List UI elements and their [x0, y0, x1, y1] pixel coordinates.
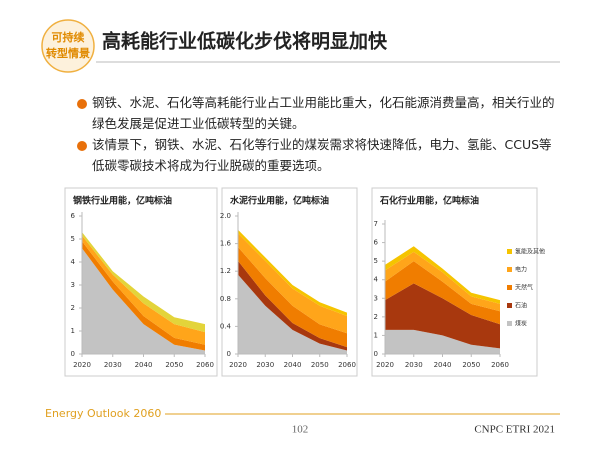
y-tick-label: 2.0: [220, 212, 231, 220]
y-tick-label: 3: [374, 294, 378, 302]
x-tick-label: 2050: [462, 361, 480, 369]
x-tick-label: 2020: [229, 361, 247, 369]
logo-text: 转型情景: [46, 46, 90, 60]
x-tick-label: 2020: [376, 361, 394, 369]
y-tick-label: 1: [374, 331, 378, 339]
bullet-text: 该情景下，钢铁、水泥、石化等行业的煤炭需求将快速降低，电力、氢能、CCUS等低碳…: [92, 137, 552, 173]
legend-swatch: [507, 249, 512, 254]
area: [238, 247, 347, 348]
page-number: 102: [292, 424, 309, 436]
area: [385, 246, 500, 304]
y-tick-label: 1.2: [220, 267, 231, 275]
y-tick-label: 6: [71, 212, 76, 220]
area: [238, 233, 347, 334]
y-tick-label: 1.6: [220, 240, 232, 248]
area: [238, 274, 347, 354]
legend-label: 氢能及其他: [515, 248, 545, 256]
x-tick-label: 2040: [284, 361, 302, 369]
legend-label: 石油: [515, 302, 527, 310]
y-tick-label: 0: [227, 350, 231, 358]
x-tick-label: 2040: [434, 361, 452, 369]
logo: [41, 19, 95, 73]
y-tick-label: 3: [71, 281, 75, 289]
chart-title: 石化行业用能，亿吨标油: [379, 195, 479, 207]
x-tick-label: 2020: [73, 361, 91, 369]
x-tick-label: 2030: [256, 361, 274, 369]
y-tick-label: 0.8: [220, 295, 231, 303]
area: [385, 283, 500, 349]
y-tick-label: 5: [71, 235, 75, 243]
y-tick-label: 2: [71, 304, 75, 312]
area: [82, 248, 205, 354]
x-tick-label: 2030: [104, 361, 122, 369]
y-tick-label: 4: [71, 258, 76, 266]
legend-swatch: [507, 321, 512, 326]
y-tick-label: 7: [374, 220, 378, 228]
logo-text: 可持续: [52, 30, 85, 44]
y-tick-label: 6: [374, 239, 379, 247]
x-tick-label: 2040: [135, 361, 153, 369]
bullet-icon: [77, 99, 87, 109]
y-tick-label: 5: [374, 257, 378, 265]
chart-title: 钢铁行业用能，亿吨标油: [73, 195, 172, 207]
y-tick-label: 0: [374, 350, 378, 358]
footer-right: CNPC ETRI 2021: [474, 424, 555, 436]
y-tick-label: 2: [374, 313, 378, 321]
x-tick-label: 2060: [338, 361, 356, 369]
bullet-icon: [77, 141, 87, 151]
area: [82, 232, 205, 333]
chart-title: 水泥行业用能，亿吨标油: [230, 195, 329, 207]
x-tick-label: 2060: [196, 361, 214, 369]
legend-swatch: [507, 303, 512, 308]
y-tick-label: 0.4: [220, 322, 232, 330]
page-title: 高耗能行业低碳化步伐将明显加快: [102, 30, 388, 53]
area: [82, 235, 205, 345]
legend-swatch: [507, 267, 512, 272]
legend-label: 天然气: [515, 284, 533, 292]
x-tick-label: 2050: [311, 361, 329, 369]
area: [385, 329, 500, 354]
y-tick-label: 1: [71, 327, 75, 335]
area: [385, 261, 500, 325]
footer-left: Energy Outlook 2060: [45, 407, 161, 420]
bullet-text: 钢铁、水泥、石化等高耗能行业占工业用能比重大，化石能源消费量高，相关行业的绿色发…: [92, 95, 555, 131]
legend-label: 电力: [515, 266, 527, 274]
x-tick-label: 2030: [405, 361, 423, 369]
y-tick-label: 4: [374, 276, 379, 284]
y-tick-label: 0: [71, 350, 75, 358]
legend-label: 煤炭: [515, 320, 527, 328]
legend-swatch: [507, 285, 512, 290]
x-tick-label: 2060: [491, 361, 509, 369]
x-tick-label: 2050: [165, 361, 183, 369]
